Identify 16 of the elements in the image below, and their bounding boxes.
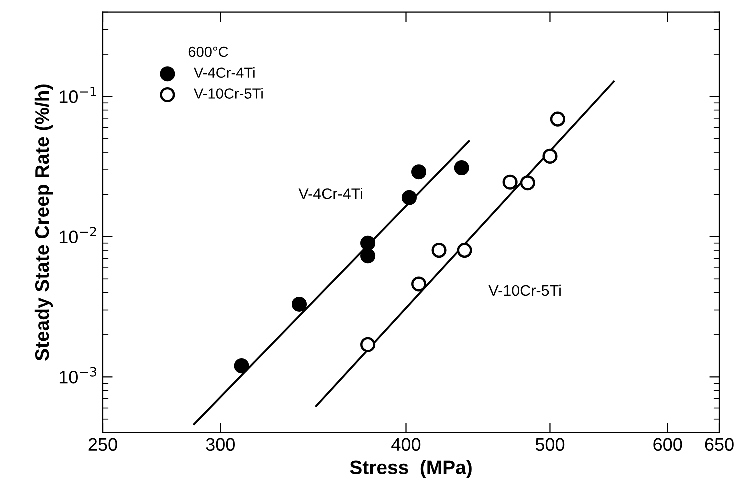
x-tick-label: 250 [88,438,118,452]
y-tick-label: 10$^{−1}$ [60,87,96,104]
y-axis-title: Steady State Creep Rate (%/h) [34,84,54,361]
y-tick-label: 10$^{−2}$ [60,227,96,244]
x-tick-label: 400 [392,438,421,452]
x-tick-label: 500 [536,438,565,452]
annotation: V-4Cr-4Ti [298,188,362,200]
y-tick-label: 10$^{−3}$ [60,367,96,384]
legend-label: V-4Cr-4Ti [194,67,255,78]
x-tick-label: 600 [654,438,682,452]
legend-title: 600°C [188,46,228,58]
x-tick-label: 300 [206,438,235,452]
annotation: V-10Cr-5Ti [488,284,561,296]
x-axis-title: Stress (MPa) [350,460,472,478]
x-tick-label: 650 [705,438,734,452]
legend-label: V-10Cr-5Ti [194,88,263,99]
